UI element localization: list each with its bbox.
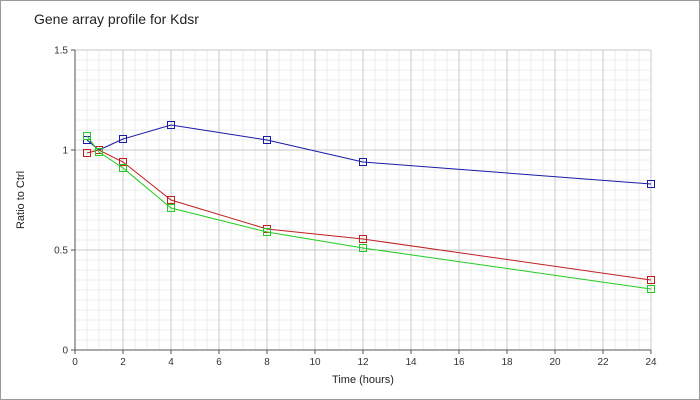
x-tick-label: 2 bbox=[120, 357, 126, 368]
series-point bbox=[167, 204, 175, 212]
x-tick-label: 14 bbox=[405, 357, 417, 368]
series-line bbox=[86, 149, 652, 281]
x-axis-label: Time (hours) bbox=[332, 374, 394, 386]
axes bbox=[71, 49, 652, 354]
x-tick-label: 8 bbox=[264, 357, 270, 368]
x-tick-label: 6 bbox=[216, 357, 222, 368]
series-point bbox=[119, 164, 127, 172]
x-tick-label: 0 bbox=[72, 357, 78, 368]
x-tick-label: 16 bbox=[453, 357, 465, 368]
series-group bbox=[83, 121, 655, 293]
y-tick-label: 0 bbox=[62, 346, 68, 357]
grid bbox=[74, 49, 652, 351]
series-point bbox=[83, 149, 91, 157]
series-1 bbox=[83, 121, 655, 188]
series-point bbox=[263, 228, 271, 236]
series-point bbox=[119, 158, 127, 166]
series-point bbox=[359, 244, 367, 252]
series-point bbox=[359, 158, 367, 166]
y-tick-label: 1 bbox=[62, 146, 68, 157]
series-3 bbox=[83, 132, 655, 293]
series-point bbox=[359, 235, 367, 243]
series-point bbox=[647, 180, 655, 188]
x-tick-label: 12 bbox=[357, 357, 369, 368]
series-line bbox=[86, 135, 652, 290]
series-point bbox=[647, 285, 655, 293]
series-2 bbox=[83, 146, 655, 284]
series-point bbox=[83, 132, 91, 140]
series-line bbox=[86, 124, 652, 185]
x-tick-label: 10 bbox=[309, 357, 321, 368]
x-tick-label: 4 bbox=[168, 357, 174, 368]
series-point bbox=[95, 148, 103, 156]
x-tick-label: 24 bbox=[645, 357, 657, 368]
series-point bbox=[167, 121, 175, 129]
y-tick-label: 1.5 bbox=[54, 46, 68, 57]
series-point bbox=[119, 135, 127, 143]
x-tick-label: 22 bbox=[597, 357, 609, 368]
chart-title: Gene array profile for Kdsr bbox=[34, 11, 199, 27]
x-tick-label: 20 bbox=[549, 357, 561, 368]
y-tick-label: 0.5 bbox=[54, 246, 68, 257]
series-point bbox=[167, 196, 175, 204]
series-point bbox=[263, 136, 271, 144]
series-point bbox=[647, 276, 655, 284]
y-axis-label: Ratio to Ctrl bbox=[15, 171, 27, 229]
x-tick-label: 18 bbox=[501, 357, 513, 368]
